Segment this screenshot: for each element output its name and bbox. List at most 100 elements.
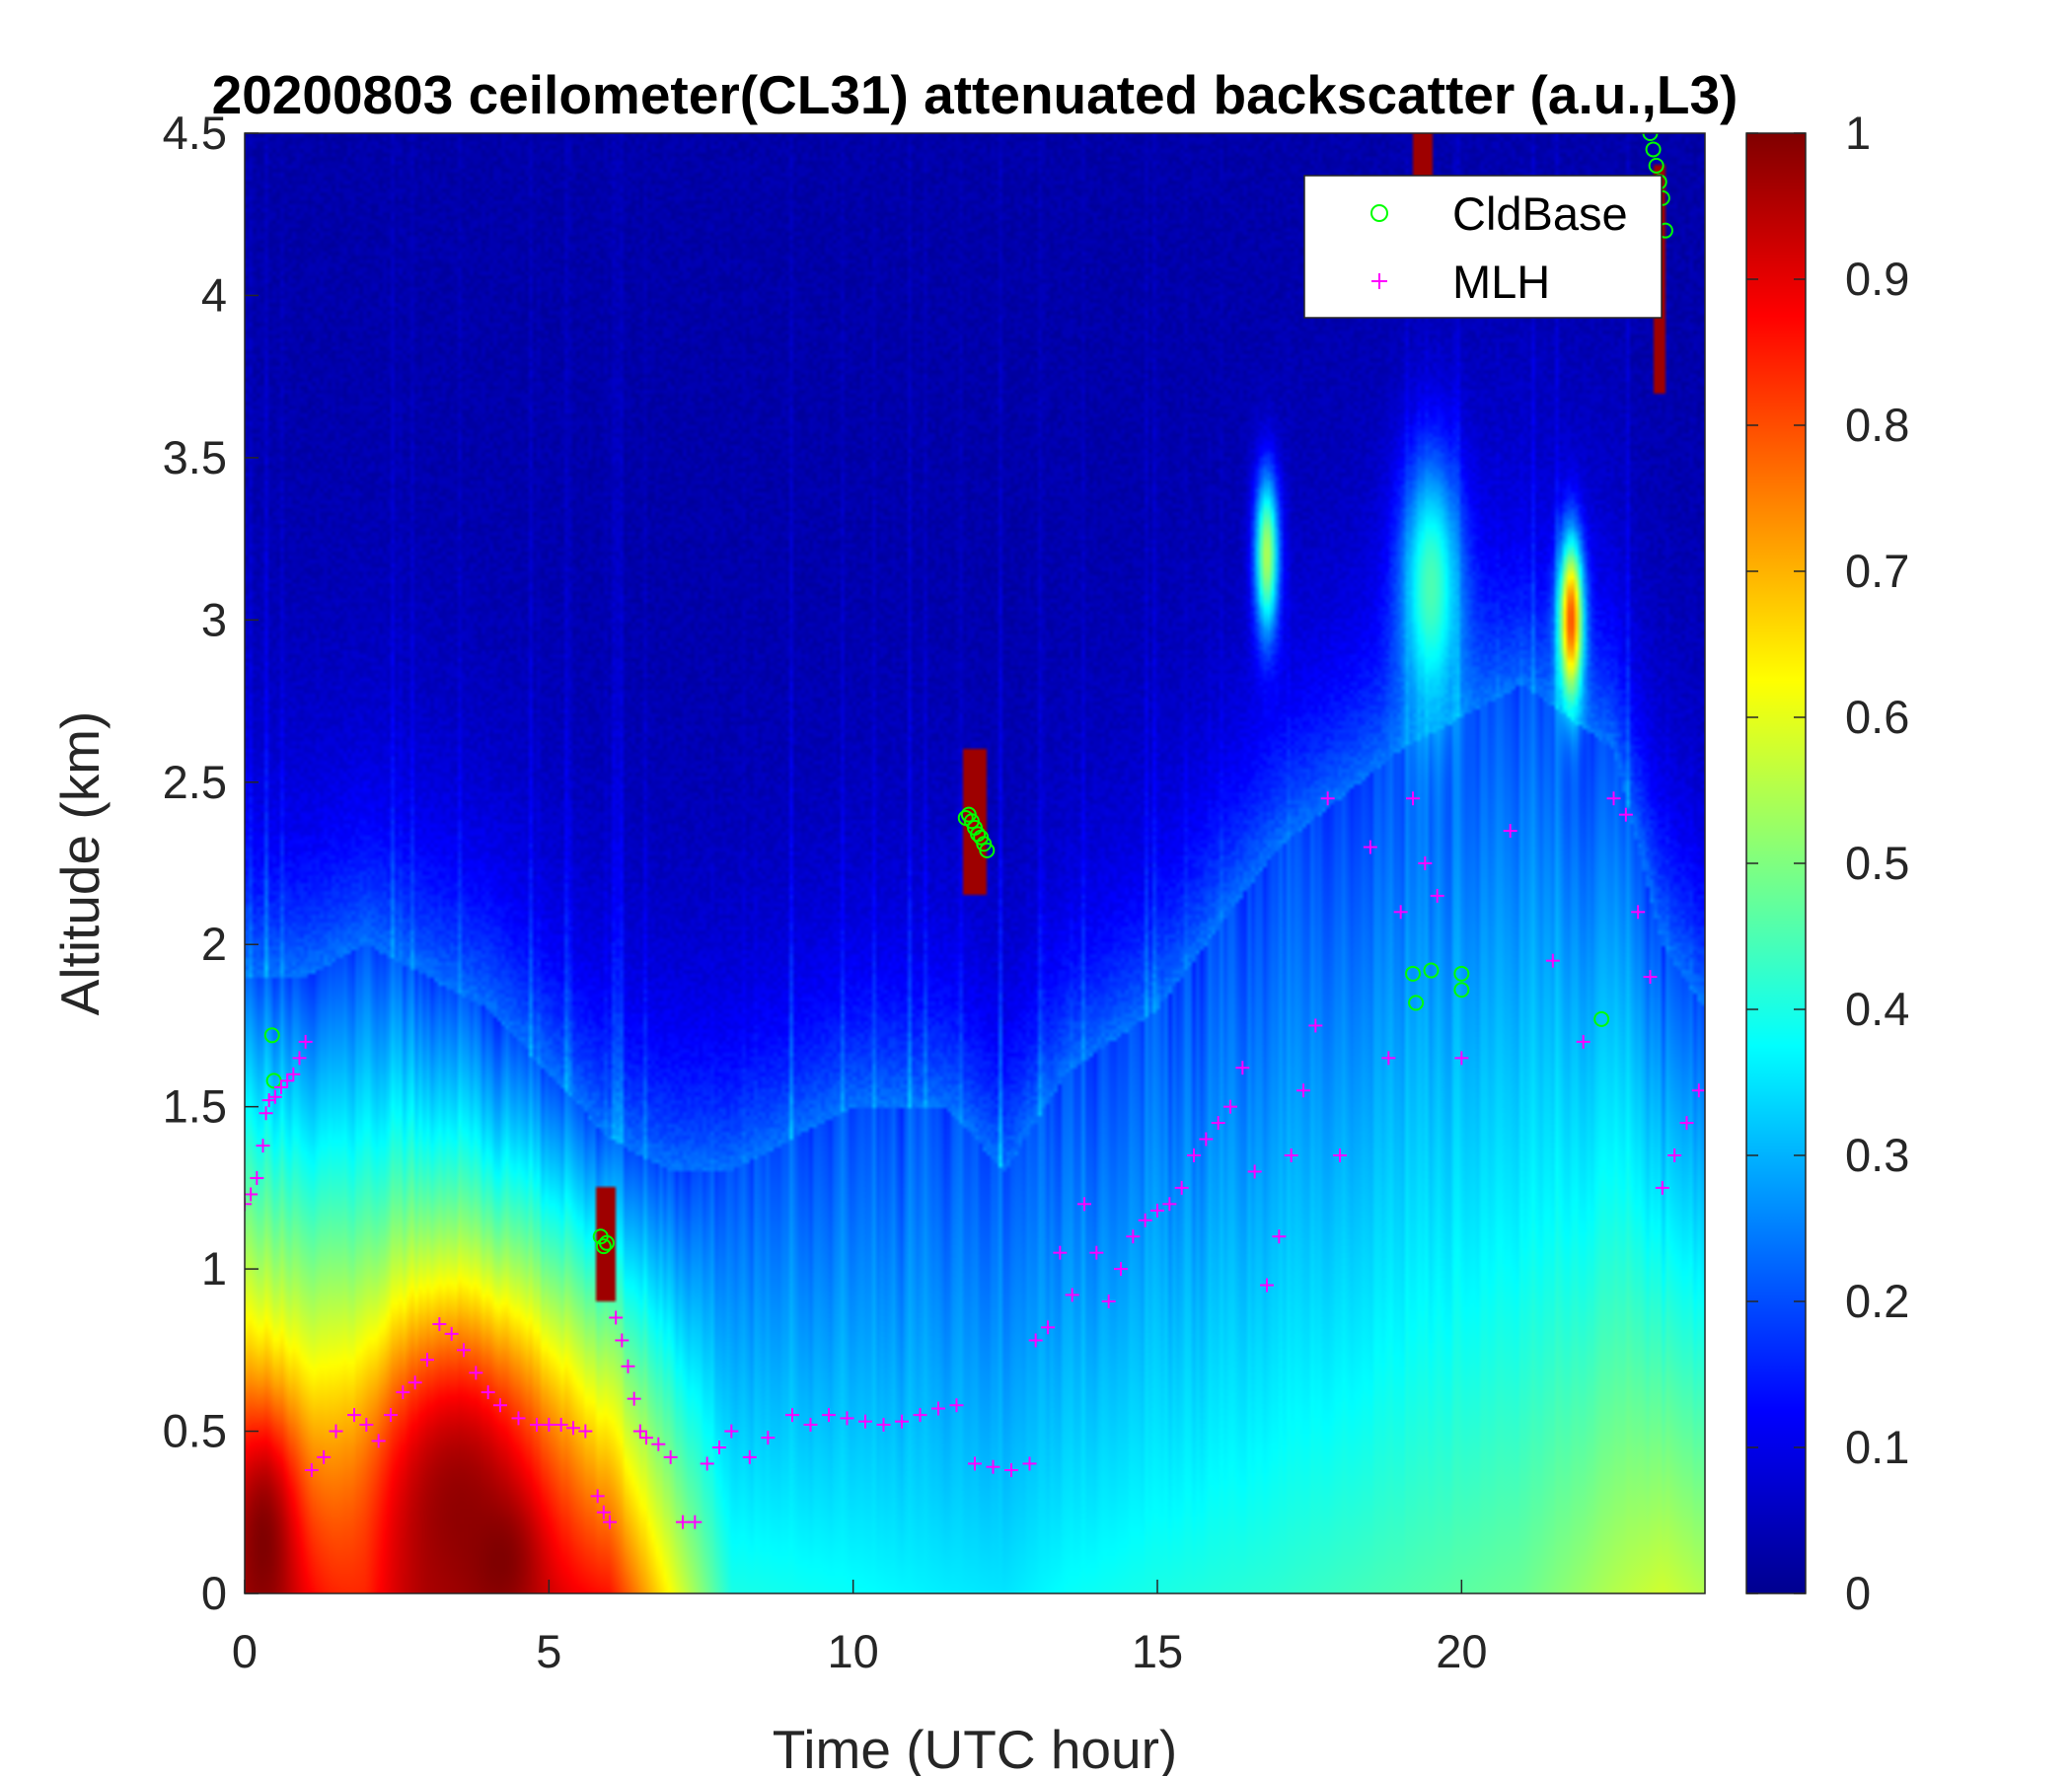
mlh-point [1211,1116,1225,1131]
y-tick-label: 0.5 [163,1405,227,1457]
cldbase-point [1648,157,1665,174]
mlh-point [274,1079,288,1094]
mlh-point [245,1197,252,1212]
mlh-point [1406,791,1420,806]
mlh-point [632,1424,647,1439]
legend-cldbase-label: CldBase [1452,187,1628,240]
colorbar-tick-label: 0.7 [1845,545,1909,597]
mlh-point [1320,791,1335,806]
mlh-point [1430,888,1444,903]
cldbase-point [598,1234,615,1251]
cldbase-point [979,842,996,858]
mlh-point [1296,1083,1310,1098]
mlh-point [785,1408,799,1423]
mlh-point [566,1421,580,1436]
cldbase-point [1642,133,1659,141]
mlh-point [1065,1288,1079,1302]
y-tick-label: 3.5 [163,431,227,483]
mlh-point [1284,1148,1298,1162]
mlh-point [986,1459,1000,1474]
cldbase-point [1405,965,1421,982]
mlh-point [1393,905,1408,920]
backscatter-heatmap [245,133,1705,1593]
mlh-point [347,1408,361,1423]
mlh-point [931,1401,945,1416]
cldbase-point [1593,1010,1610,1027]
mlh-point [1077,1197,1091,1212]
mlh-point [676,1515,690,1529]
mlh-point [803,1417,818,1432]
y-tick-label: 1.5 [163,1080,227,1133]
y-tick-label: 4.5 [163,107,227,159]
mlh-point [359,1417,374,1432]
mlh-point [603,1515,617,1529]
mlh-point [1606,791,1621,806]
cldbase-point [1408,995,1425,1011]
x-tick-label: 20 [1436,1625,1487,1677]
colorbar-tick-label: 0.4 [1845,983,1909,1035]
series-layer [245,133,1705,1529]
chart-title: 20200803 ceilometer(CL31) attenuated bac… [212,64,1739,125]
mlh-point [267,1089,282,1104]
colorbar-tick-label: 0.8 [1845,399,1909,451]
mlh-point [261,1093,276,1108]
mlh-point [298,1034,313,1049]
y-tick-label: 3 [201,593,227,645]
mlh-point [1247,1164,1262,1179]
mlh-point [396,1385,410,1400]
mlh-point [444,1326,459,1341]
y-tick-label: 2.5 [163,756,227,808]
mlh-point [700,1456,714,1471]
mlh-point [1223,1099,1237,1114]
mlh-point [1363,840,1377,854]
x-axis: 0 5 10 15 20 [232,1580,1487,1677]
mlh-point [1272,1229,1287,1244]
plot-frame [244,132,1706,1594]
mlh-point [481,1385,495,1400]
mlh-point [554,1417,568,1432]
mlh-point [530,1417,544,1432]
mlh-point [742,1449,757,1464]
mlh-point [1655,1180,1669,1195]
mlh-point [511,1411,526,1426]
mlh-point [542,1417,556,1432]
mlh-point [590,1489,605,1504]
x-tick-label: 5 [536,1625,561,1677]
mlh-point [1308,1018,1323,1033]
mlh-point [615,1333,629,1348]
colorbar-tick-label: 0.9 [1845,253,1909,305]
y-axis: 0 0.5 1 1.5 2 2.5 3 3.5 4 4.5 [163,107,259,1619]
mlh-point [1333,1148,1347,1162]
legend: CldBase MLH [1303,175,1663,319]
mlh-point [651,1437,666,1451]
mlh-point [420,1353,434,1368]
colorbar-tick-label: 0 [1845,1567,1871,1619]
colorbar-tick-label: 1 [1845,107,1871,159]
mlh-point [1053,1245,1068,1260]
x-tick-label: 15 [1132,1625,1183,1677]
colorbar-ticks: 0 0.1 0.2 0.3 0.4 0.5 0.6 0.7 0.8 0.9 1 [1746,107,1909,1619]
mlh-point [1162,1197,1177,1212]
y-tick-label: 0 [201,1567,227,1619]
cldbase-point [263,1027,280,1044]
legend-mlh-label: MLH [1452,256,1550,308]
y-tick-label: 1 [201,1242,227,1295]
y-tick-label: 4 [201,268,227,321]
mlh-point [329,1424,343,1439]
mlh-point [1199,1132,1214,1147]
mlh-point [1691,1083,1705,1098]
mlh-point [627,1391,641,1406]
plot-area [244,132,1706,1594]
mlh-point [1114,1262,1128,1277]
mlh-point [256,1139,270,1153]
mlh-point [245,1187,259,1202]
mlh-point [1503,824,1517,839]
mlh-point [259,1106,273,1121]
cldbase-point [1453,965,1470,982]
legend-mlh-marker [1371,273,1387,289]
mlh-point [286,1067,301,1081]
mlh-point [1643,970,1658,985]
mlh-point [663,1449,678,1464]
mlh-point [469,1366,483,1380]
mlh-point [1187,1148,1201,1162]
